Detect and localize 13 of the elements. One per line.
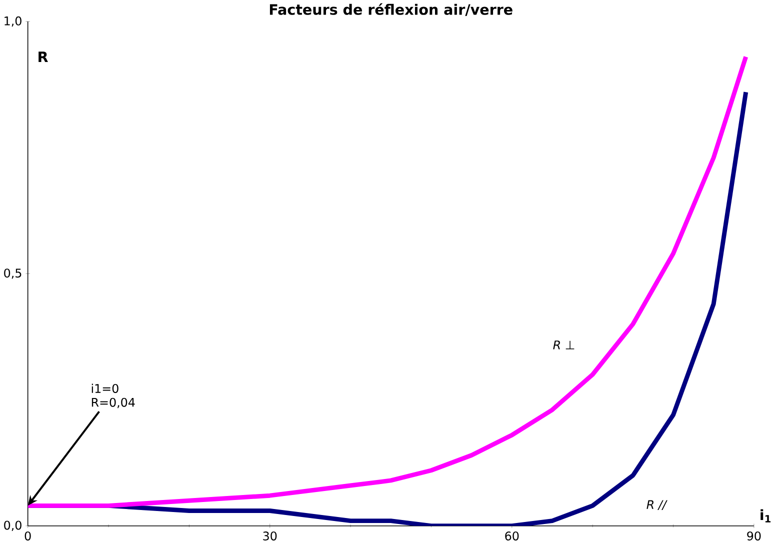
x-tick-label: 90	[747, 532, 761, 541]
y-tick-label: 0,5	[4, 268, 22, 279]
y-tick-label: 1,0	[4, 16, 22, 27]
text: R ⊥	[553, 340, 574, 350]
x-tick-label: 60	[505, 532, 519, 541]
x-tick-label: 0	[24, 532, 31, 541]
y-tick-label: 0,0	[4, 520, 22, 532]
y-axis-title: R	[38, 52, 48, 62]
chart-title: Facteurs de réflexion air/verre	[270, 3, 512, 16]
annotation: i1=0 R=0,04	[92, 384, 135, 408]
x-tick-label: 30	[263, 532, 277, 541]
text: R //	[646, 500, 668, 510]
x-axis-title: i$_{1}$	[760, 509, 771, 522]
